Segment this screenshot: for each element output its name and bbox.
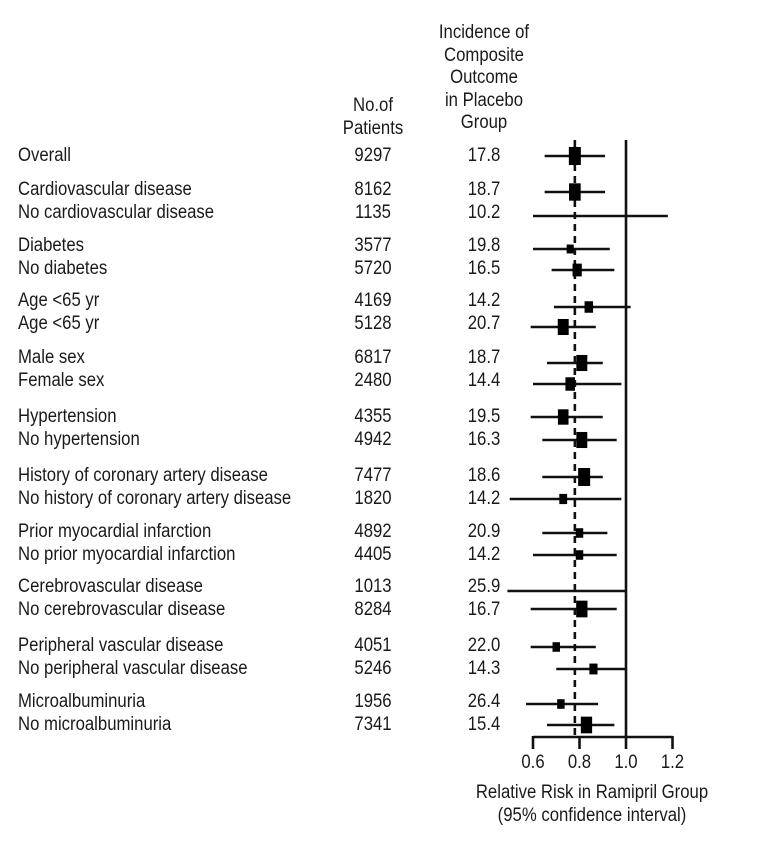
patients-count: 5246 [354,658,392,679]
row-label: Age <65 yr [18,313,100,334]
point-estimate [572,263,582,277]
incidence-header-line: Outcome [450,67,518,88]
point-estimate [575,528,584,538]
row-label: No hypertension [18,429,140,450]
placebo-incidence: 16.3 [467,429,501,450]
placebo-incidence: 19.8 [467,235,501,256]
row-label: Male sex [18,347,85,368]
point-estimate [559,493,568,505]
x-tick-label: 1.0 [614,751,637,772]
placebo-incidence: 22.0 [467,635,501,656]
placebo-incidence: 20.7 [467,313,501,334]
point-estimate [552,642,560,652]
patients-header-line: Patients [342,117,404,139]
patients-count: 4355 [354,406,392,427]
patients-count: 5128 [354,313,392,334]
patients-count: 1135 [355,202,391,223]
x-axis-label: Relative Risk in Ramipril Group (95% con… [460,782,724,827]
incidence-header-line: Composite [444,44,524,66]
x-tick-label: 0.6 [521,751,544,772]
placebo-incidence: 14.2 [467,290,501,311]
placebo-incidence: 26.4 [467,691,501,712]
row-label: No diabetes [18,258,108,279]
incidence-header-line: in Placebo [444,89,524,111]
patients-count: 7341 [354,714,392,735]
point-estimate [569,183,581,201]
placebo-incidence: 14.2 [467,544,501,565]
incidence-header: Incidence of Composite Outcome in Placeb… [431,22,537,135]
row-label: No cardiovascular disease [18,202,215,223]
row-label: Prior myocardial infarction [18,521,212,542]
placebo-incidence: 14.2 [467,488,501,509]
patients-count: 8162 [354,179,392,200]
patients-count: 4942 [354,429,392,450]
patients-count: 4051 [354,635,392,656]
x-axis-label-line: (95% confidence interval) [497,804,687,826]
row-label: Peripheral vascular disease [18,635,224,656]
patients-count: 6817 [354,347,392,368]
placebo-incidence: 18.7 [467,179,501,200]
patients-count: 7477 [354,465,392,486]
row-label: Cardiovascular disease [18,179,192,200]
placebo-incidence: 15.4 [467,714,501,735]
patients-count: 1956 [354,691,392,712]
row-label: No cerebrovascular disease [18,599,226,620]
row-label: No prior myocardial infarction [18,544,236,565]
patients-count: 2480 [354,370,392,391]
row-label: Age <65 yr [18,290,100,311]
point-estimate [565,377,575,391]
x-tick-label: 0.8 [568,751,591,772]
placebo-incidence: 18.6 [467,465,501,486]
patients-header-line: No.of [353,95,393,116]
row-label: Overall [18,145,71,166]
x-tick-label: 1.2 [661,751,684,772]
incidence-header-line: Group [460,112,508,133]
row-label: Cerebrovascular disease [18,576,203,597]
patients-count: 3577 [354,235,392,256]
placebo-incidence: 25.9 [467,576,501,597]
point-estimate [576,431,588,449]
patients-count: 8284 [354,599,392,620]
point-estimate [578,468,591,486]
point-estimate [557,409,569,425]
patients-count: 9297 [354,145,392,166]
point-estimate [557,699,565,709]
row-label: Diabetes [18,235,84,256]
point-estimate [566,244,574,254]
point-estimate [576,354,588,372]
placebo-incidence: 16.7 [467,599,501,620]
placebo-incidence: 19.5 [467,406,501,427]
row-label: No peripheral vascular disease [18,658,248,679]
x-axis-label-line: Relative Risk in Ramipril Group [475,782,709,803]
row-label: No microalbuminuria [18,714,172,735]
placebo-incidence: 10.2 [467,202,501,223]
row-label: Microalbuminuria [18,691,146,712]
row-label: No history of coronary artery disease [18,488,292,509]
placebo-incidence: 18.7 [467,347,501,368]
placebo-incidence: 17.8 [467,145,501,166]
placebo-incidence: 14.4 [467,370,501,391]
placebo-incidence: 16.5 [467,258,501,279]
placebo-incidence: 14.3 [467,658,501,679]
patients-count: 4169 [354,290,392,311]
incidence-header-line: Incidence of [438,22,530,43]
placebo-incidence: 20.9 [467,521,501,542]
point-estimate [575,550,584,560]
row-label: Female sex [18,370,105,391]
patients-count: 4892 [354,521,392,542]
patients-count: 1013 [354,576,392,597]
patients-count: 4405 [354,544,392,565]
point-estimate [557,318,569,336]
patients-count: 1820 [354,488,392,509]
point-estimate [589,663,598,675]
point-estimate [580,716,593,734]
patients-count: 5720 [354,258,392,279]
row-label: History of coronary artery disease [18,465,268,486]
patients-header: No.of Patients [338,95,408,140]
point-estimate [576,600,588,618]
point-estimate [568,147,581,165]
row-label: Hypertension [18,406,117,427]
point-estimate [584,301,594,313]
